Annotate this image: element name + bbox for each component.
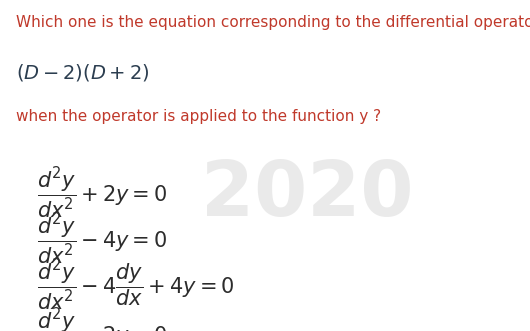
Text: $\dfrac{d^2y}{dx^2} - 4\dfrac{dy}{dx} + 4y = 0$: $\dfrac{d^2y}{dx^2} - 4\dfrac{dy}{dx} + … <box>37 258 235 313</box>
Text: when the operator is applied to the function y ?: when the operator is applied to the func… <box>16 109 381 124</box>
Text: $(D - 2)(D + 2)$: $(D - 2)(D + 2)$ <box>16 62 149 83</box>
Text: 2020: 2020 <box>201 158 413 232</box>
Text: $\dfrac{d^2y}{dx^2} - 2y = 0$: $\dfrac{d^2y}{dx^2} - 2y = 0$ <box>37 307 167 331</box>
Text: Which one is the equation corresponding to the differential operator: Which one is the equation corresponding … <box>16 15 530 30</box>
Text: $\dfrac{d^2y}{dx^2} - 4y = 0$: $\dfrac{d^2y}{dx^2} - 4y = 0$ <box>37 212 167 267</box>
Text: $\dfrac{d^2y}{dx^2} + 2y = 0$: $\dfrac{d^2y}{dx^2} + 2y = 0$ <box>37 166 167 221</box>
